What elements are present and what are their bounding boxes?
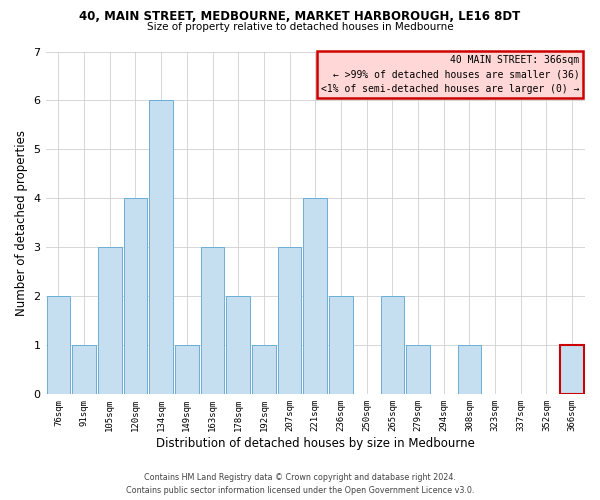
Bar bbox=[560, 346, 584, 395]
Bar bbox=[380, 296, 404, 394]
Bar bbox=[406, 346, 430, 395]
Text: 40 MAIN STREET: 366sqm
← >99% of detached houses are smaller (36)
<1% of semi-de: 40 MAIN STREET: 366sqm ← >99% of detache… bbox=[321, 55, 580, 94]
Y-axis label: Number of detached properties: Number of detached properties bbox=[15, 130, 28, 316]
Text: 40, MAIN STREET, MEDBOURNE, MARKET HARBOROUGH, LE16 8DT: 40, MAIN STREET, MEDBOURNE, MARKET HARBO… bbox=[79, 10, 521, 23]
Bar bbox=[226, 296, 250, 394]
Bar bbox=[175, 346, 199, 395]
Text: Size of property relative to detached houses in Medbourne: Size of property relative to detached ho… bbox=[146, 22, 454, 32]
Bar bbox=[124, 198, 147, 394]
Bar bbox=[201, 248, 224, 394]
Bar bbox=[278, 248, 301, 394]
X-axis label: Distribution of detached houses by size in Medbourne: Distribution of detached houses by size … bbox=[156, 437, 475, 450]
Bar bbox=[72, 346, 96, 395]
Text: Contains HM Land Registry data © Crown copyright and database right 2024.
Contai: Contains HM Land Registry data © Crown c… bbox=[126, 474, 474, 495]
Bar bbox=[329, 296, 353, 394]
Bar bbox=[98, 248, 122, 394]
Bar bbox=[47, 296, 70, 394]
Bar bbox=[304, 198, 327, 394]
Bar bbox=[149, 100, 173, 395]
Bar bbox=[252, 346, 276, 395]
Bar bbox=[458, 346, 481, 395]
